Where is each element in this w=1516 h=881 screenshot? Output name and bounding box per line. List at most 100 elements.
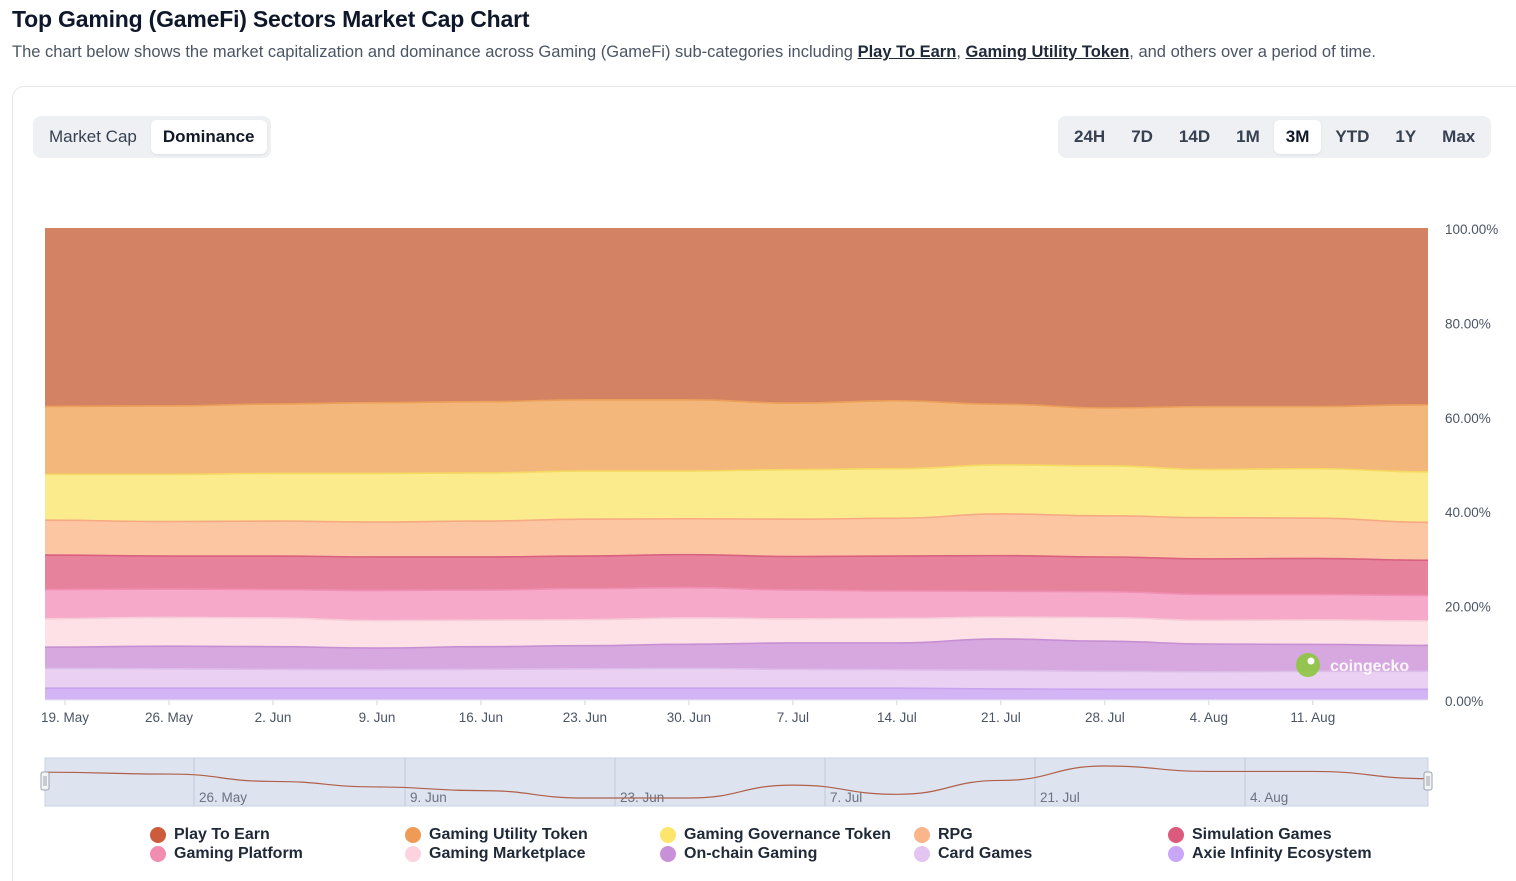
dominance-chart[interactable]: 0.00% 20.00% 40.00% 60.00% 80.00% 100.00% 19. … xyxy=(0,200,1516,820)
range-navigator[interactable]: 26. May 9. Jun 23. Jun 7. Jul 21. Jul 4. Aug xyxy=(40,757,1433,807)
edge-gaming-utility-token xyxy=(44,399,1429,409)
dominance-tab[interactable]: Dominance xyxy=(150,120,267,154)
y-tick-label: 60.00% xyxy=(1445,411,1491,426)
x-tick-label: 16. Jun xyxy=(459,710,503,725)
legend-label: Play To Earn xyxy=(174,826,270,843)
page-title: Top Gaming (GameFi) Sectors Market Cap C… xyxy=(12,6,530,32)
legend-marker-icon xyxy=(660,846,676,862)
x-tick-label: 4. Aug xyxy=(1190,710,1228,725)
legend-marker-icon xyxy=(150,827,166,843)
chart-legend: Play To Earn Gaming Utility Token Gaming G… xyxy=(150,826,1450,870)
gaming-utility-token-link[interactable]: Gaming Utility Token xyxy=(965,43,1130,61)
legend-label: Gaming Marketplace xyxy=(429,845,586,862)
edge-card-games xyxy=(44,667,1428,673)
view-toggle: Market Cap Dominance xyxy=(33,116,271,158)
edge-on-chain-gaming xyxy=(44,638,1429,649)
legend-marker-icon xyxy=(1168,827,1184,843)
legend-item-gaming-utility-token[interactable]: Gaming Utility Token xyxy=(405,826,588,844)
navigator-right-handle[interactable] xyxy=(1423,771,1433,791)
x-tick-label: 2. Jun xyxy=(255,710,292,725)
area-series-group xyxy=(45,228,1428,700)
x-tick-label: 11. Aug xyxy=(1290,710,1335,725)
y-tick-label: 20.00% xyxy=(1445,600,1491,615)
legend-marker-icon xyxy=(660,827,676,843)
range-max-button[interactable]: Max xyxy=(1442,127,1476,146)
navigator-selection[interactable] xyxy=(44,757,1429,807)
y-axis: 0.00% 20.00% 40.00% 60.00% 80.00% 100.00% xyxy=(1445,222,1498,709)
range-24h-button[interactable]: 24H xyxy=(1074,127,1106,146)
x-tick-label: 19. May xyxy=(41,710,89,725)
legend-label: Axie Infinity Ecosystem xyxy=(1192,845,1372,862)
navigator-left-handle[interactable] xyxy=(40,771,50,791)
edge-rpg xyxy=(44,513,1429,524)
area-card-games[interactable] xyxy=(45,668,1428,690)
legend-label: Gaming Governance Token xyxy=(684,826,891,843)
edge-gaming-governance-token xyxy=(45,464,1429,476)
area-rpg[interactable] xyxy=(45,513,1428,561)
navigator-series-line xyxy=(44,765,1429,799)
navigator-label: 26. May xyxy=(199,790,247,805)
y-tick-label: 0.00% xyxy=(1445,694,1483,709)
area-gaming-platform[interactable] xyxy=(45,587,1428,621)
area-on-chain-gaming[interactable] xyxy=(45,638,1428,672)
legend-item-axie-infinity-ecosystem[interactable]: Axie Infinity Ecosystem xyxy=(1168,845,1372,863)
navigator-label: 9. Jun xyxy=(410,790,447,805)
legend-item-on-chain-gaming[interactable]: On-chain Gaming xyxy=(660,845,817,863)
desc-separator: , xyxy=(956,43,966,61)
area-simulation-games[interactable] xyxy=(45,554,1428,596)
edge-gaming-marketplace xyxy=(44,616,1429,622)
legend-label: Gaming Utility Token xyxy=(429,826,588,843)
range-14d-button[interactable]: 14D xyxy=(1178,127,1211,146)
edge-gaming-platform xyxy=(44,586,1429,597)
area-edge-group xyxy=(44,399,1429,691)
y-tick-label: 40.00% xyxy=(1445,505,1491,520)
range-1m-button[interactable]: 1M xyxy=(1236,127,1260,146)
play-to-earn-link[interactable]: Play To Earn xyxy=(857,43,957,61)
legend-marker-icon xyxy=(914,827,930,843)
legend-item-gaming-governance-token[interactable]: Gaming Governance Token xyxy=(660,826,891,844)
x-axis: 19. May 26. May 2. Jun 9. Jun 16. Jun 23. Jun… xyxy=(41,699,1428,725)
x-tick-label: 21. Jul xyxy=(981,710,1021,725)
y-tick-label: 100.00% xyxy=(1445,222,1498,237)
range-toggle: 24H 7D 14D 1M 3M YTD 1Y Max xyxy=(1058,116,1492,158)
y-tick-label: 80.00% xyxy=(1445,316,1491,331)
area-gaming-utility-token[interactable] xyxy=(45,399,1428,475)
x-tick-label: 7. Jul xyxy=(777,710,809,725)
legend-item-gaming-marketplace[interactable]: Gaming Marketplace xyxy=(405,845,586,863)
legend-marker-icon xyxy=(914,846,930,862)
coingecko-watermark: coingecko xyxy=(1296,653,1409,677)
legend-item-simulation-games[interactable]: Simulation Games xyxy=(1168,826,1332,844)
legend-label: Gaming Platform xyxy=(174,845,303,862)
watermark-text: coingecko xyxy=(1330,658,1409,675)
navigator-label: 21. Jul xyxy=(1040,790,1080,805)
x-tick-label: 14. Jul xyxy=(877,710,917,725)
legend-marker-icon xyxy=(150,846,166,862)
range-ytd-button[interactable]: YTD xyxy=(1335,127,1370,146)
range-7d-button[interactable]: 7D xyxy=(1131,127,1153,146)
coingecko-eye-icon xyxy=(1307,657,1315,665)
area-gaming-governance-token[interactable] xyxy=(45,464,1428,523)
legend-marker-icon xyxy=(405,846,421,862)
legend-item-play-to-earn[interactable]: Play To Earn xyxy=(150,826,270,844)
navigator-label: 4. Aug xyxy=(1250,790,1288,805)
legend-item-gaming-platform[interactable]: Gaming Platform xyxy=(150,845,303,863)
coingecko-logo-icon xyxy=(1296,653,1320,677)
navigator-label: 7. Jul xyxy=(830,790,862,805)
desc-text-before: The chart below shows the market capital… xyxy=(12,43,858,61)
page-description: The chart below shows the market capital… xyxy=(12,43,1376,62)
range-3m-button[interactable]: 3M xyxy=(1273,120,1322,154)
legend-marker-icon xyxy=(405,827,421,843)
range-1y-button[interactable]: 1Y xyxy=(1395,127,1417,146)
legend-item-card-games[interactable]: Card Games xyxy=(914,845,1032,863)
x-tick-label: 28. Jul xyxy=(1085,710,1125,725)
legend-label: Card Games xyxy=(938,845,1033,862)
edge-axie-infinity-ecosystem xyxy=(45,687,1428,691)
x-tick-label: 30. Jun xyxy=(667,710,711,725)
legend-item-rpg[interactable]: RPG xyxy=(914,826,973,844)
x-tick-label: 26. May xyxy=(145,710,193,725)
legend-label: RPG xyxy=(938,826,973,843)
market-cap-tab[interactable]: Market Cap xyxy=(49,127,137,146)
area-axie-infinity-ecosystem[interactable] xyxy=(45,688,1428,700)
area-play-to-earn[interactable] xyxy=(45,228,1428,409)
desc-text-after: , and others over a period of time. xyxy=(1129,43,1376,61)
